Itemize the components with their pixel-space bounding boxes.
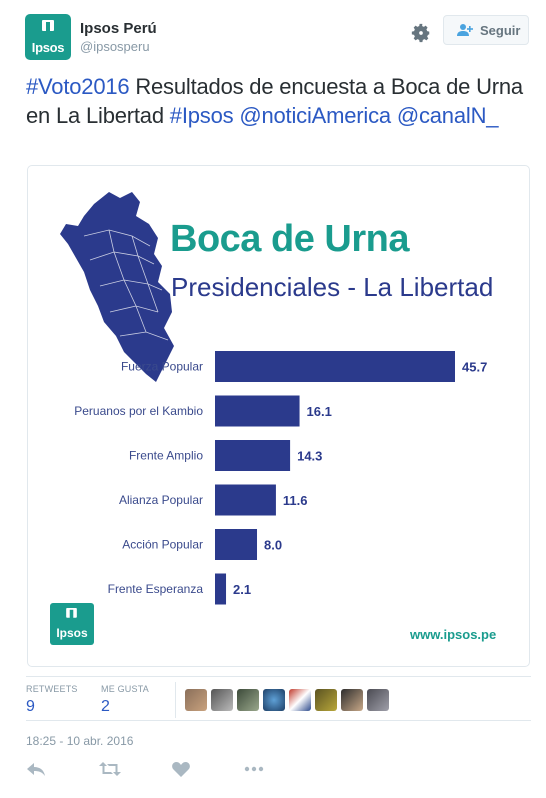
bar: [215, 529, 258, 560]
user-avatar[interactable]: [237, 689, 259, 711]
user-avatar[interactable]: [185, 689, 207, 711]
likes-count: 2: [101, 698, 110, 715]
heart-icon[interactable]: [171, 760, 191, 778]
peru-map-graphic: [60, 192, 174, 382]
avatar-wordmark: Ipsos: [31, 40, 65, 55]
tweet-text: #Voto2016 Resultados de encuesta a Boca …: [26, 72, 531, 130]
user-avatar[interactable]: [367, 689, 389, 711]
tweet-media-card[interactable]: Boca de Urna Presidenciales - La Liberta…: [27, 165, 530, 667]
stat-divider: [175, 682, 176, 718]
follow-user-icon: [457, 24, 473, 36]
tweet-timestamp[interactable]: 18:25 - 10 abr. 2016: [26, 734, 134, 748]
ipsos-logo-mark: [42, 20, 54, 36]
card-subtitle: Presidenciales - La Libertad: [171, 272, 494, 302]
value-label: 2.1: [233, 582, 251, 597]
hashtag-ipsos[interactable]: #Ipsos: [169, 103, 234, 128]
bar-chart: Fuerza Popular 45.7 Peruanos por el Kambio…: [74, 351, 487, 605]
likes-stat[interactable]: ME GUSTA 2: [101, 684, 149, 716]
tweet-header: Ipsos Ipsos Perú @ipsosperu Seguir: [25, 14, 531, 62]
bar: [215, 440, 291, 471]
user-avatar[interactable]: [211, 689, 233, 711]
user-avatar[interactable]: [289, 689, 311, 711]
divider: [26, 720, 531, 721]
mention-canaln[interactable]: @canalN_: [396, 103, 499, 128]
tweet-actions: [26, 760, 286, 780]
user-avatar[interactable]: [341, 689, 363, 711]
user-avatar[interactable]: [315, 689, 337, 711]
card-url: www.ipsos.pe: [410, 627, 497, 642]
divider: [26, 676, 531, 677]
follow-button[interactable]: Seguir: [443, 15, 529, 45]
bar: [215, 395, 300, 427]
ipsos-logo-mark: [66, 608, 77, 623]
retweets-label: RETWEETS: [26, 684, 78, 694]
mention-noticiamerica[interactable]: @noticiAmerica: [239, 103, 391, 128]
category-label: Alianza Popular: [119, 493, 203, 507]
retweet-icon[interactable]: [99, 760, 121, 778]
category-label: Peruanos por el Kambio: [74, 404, 203, 418]
reply-icon[interactable]: [26, 760, 46, 778]
ipsos-logo: Ipsos: [50, 603, 94, 645]
tweet-body-text: Resultados de encuesta a Boca de Urna en…: [26, 74, 523, 128]
logo-wordmark: Ipsos: [56, 626, 88, 640]
gear-icon[interactable]: [410, 22, 432, 44]
value-label: 45.7: [462, 360, 487, 375]
profile-avatar[interactable]: Ipsos: [25, 14, 71, 60]
bar: [215, 573, 227, 605]
category-label: Acción Popular: [122, 538, 203, 552]
account-handle[interactable]: @ipsosperu: [80, 39, 150, 54]
value-label: 16.1: [307, 404, 332, 419]
user-avatar[interactable]: [263, 689, 285, 711]
category-label: Fuerza Popular: [121, 360, 203, 374]
value-label: 11.6: [283, 493, 308, 508]
likes-label: ME GUSTA: [101, 684, 149, 694]
retweets-count: 9: [26, 698, 35, 715]
card-title: Boca de Urna: [170, 218, 409, 260]
bar: [215, 484, 276, 516]
bar: [215, 351, 455, 382]
hashtag-voto2016[interactable]: #Voto2016: [26, 74, 130, 99]
category-label: Frente Esperanza: [108, 582, 204, 596]
more-icon[interactable]: [244, 760, 264, 778]
follow-button-label: Seguir: [480, 23, 521, 38]
value-label: 8.0: [264, 538, 282, 553]
display-name[interactable]: Ipsos Perú: [80, 20, 157, 37]
category-label: Frente Amplio: [129, 449, 203, 463]
retweets-stat[interactable]: RETWEETS 9: [26, 684, 78, 716]
value-label: 14.3: [297, 449, 322, 464]
